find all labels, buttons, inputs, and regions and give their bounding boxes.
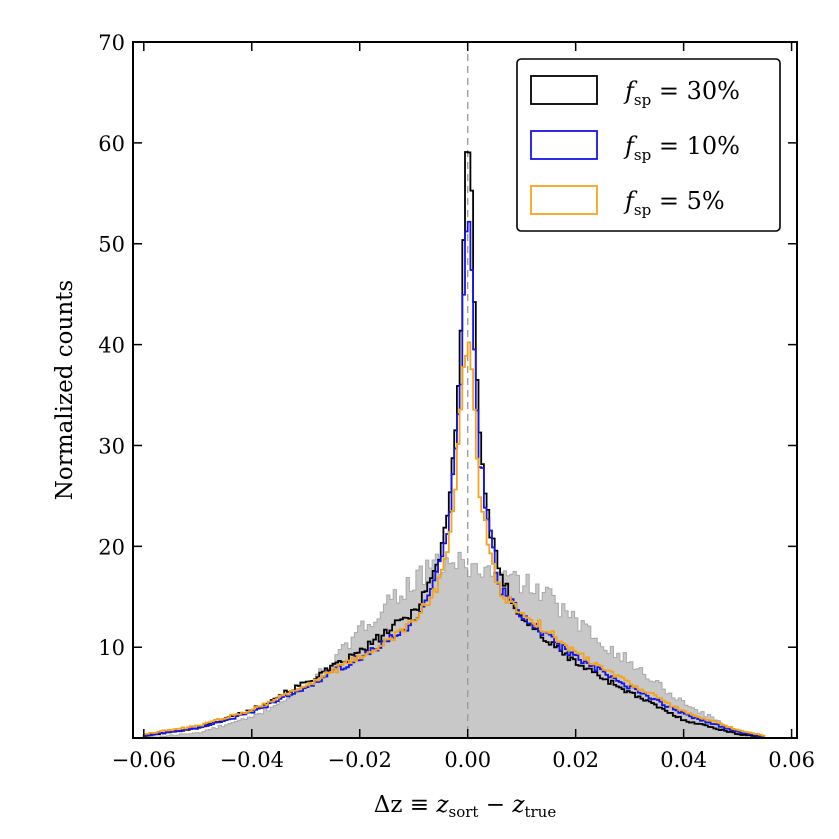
legend-swatch-2 [530, 130, 598, 160]
legend-label-rest: = 10% [651, 132, 740, 160]
x-tick-label-3: 0.00 [444, 748, 491, 772]
x-tick-label-1: −0.04 [220, 748, 284, 772]
legend-label-sub: sp [634, 201, 651, 219]
legend-label-sub: sp [634, 91, 651, 109]
y-tick-label-2: 30 [98, 434, 125, 458]
x-tick-label-5: 0.04 [660, 748, 707, 772]
series-layer [142, 151, 766, 738]
y-tick-label-6: 70 [98, 31, 125, 55]
legend-swatch-3 [530, 185, 598, 215]
x-axis-title-equiv: ≡ [402, 792, 436, 818]
y-tick-label-3: 40 [98, 334, 125, 358]
y-tick-label-5: 60 [98, 132, 125, 156]
legend-label-2: fsp = 10% [623, 132, 740, 164]
legend-label-rest: = 5% [651, 187, 724, 215]
legend-label-sub: sp [634, 146, 651, 164]
y-axis-title: Normalized counts [52, 280, 78, 500]
series-1-histogram [142, 151, 766, 738]
svg-text:Δz ≡ zsort − ztrue: Δz ≡ zsort − ztrue [374, 792, 557, 821]
x-axis-title-z2: z [511, 792, 525, 818]
x-axis-title-z1: z [435, 792, 449, 818]
legend-label-rest: = 30% [651, 77, 740, 105]
x-axis-title-sub2: true [524, 803, 556, 821]
x-axis-title-sub1: sort [449, 803, 479, 821]
background-histogram [143, 551, 766, 739]
plot-area-frame [132, 41, 798, 739]
y-tick-label-0: 10 [98, 636, 125, 660]
background-histogram-layer [143, 551, 766, 739]
ticks-layer: −0.06 −0.04 −0.02 0.00 0.02 0.04 0.06 10 20 30 40 5… [98, 31, 815, 772]
x-tick-label-4: 0.02 [552, 748, 599, 772]
legend-label-1: fsp = 30% [623, 77, 740, 109]
x-tick-label-6: 0.06 [768, 748, 815, 772]
y-tick-label-4: 50 [98, 233, 125, 257]
y-tick-label-1: 20 [98, 535, 125, 559]
x-tick-label-2: −0.02 [328, 748, 392, 772]
x-axis-title: Δz ≡ zsort − ztrue [374, 792, 557, 821]
series-3-histogram [142, 341, 766, 738]
x-axis-title-delta: Δz [374, 792, 403, 818]
legend-swatch-1 [530, 75, 598, 105]
x-axis-title-minus: − [478, 792, 512, 818]
x-tick-label-0: −0.06 [112, 748, 176, 772]
legend: fsp = 30%fsp = 10%fsp = 5% [516, 58, 781, 232]
legend-frame [516, 58, 781, 232]
